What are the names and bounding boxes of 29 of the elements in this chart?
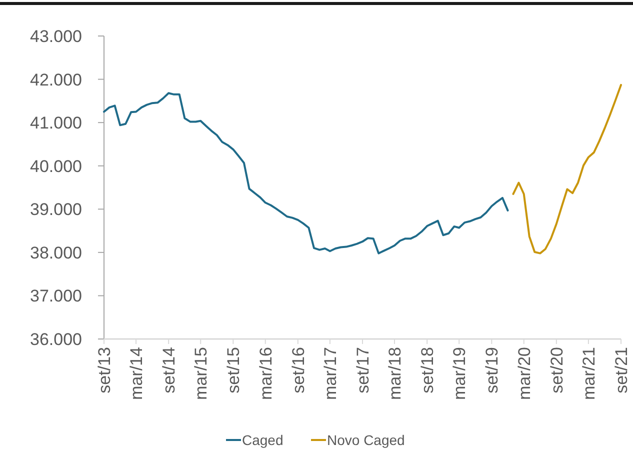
x-tick-label: set/20 — [547, 347, 566, 394]
x-tick-label: set/18 — [418, 347, 438, 394]
x-tick-label: mar/16 — [256, 347, 276, 400]
x-tick-label: mar/14 — [127, 347, 146, 400]
x-tick-label: mar/20 — [514, 347, 534, 400]
x-tick-label: set/19 — [482, 347, 502, 394]
x-tick-label: mar/17 — [320, 347, 340, 400]
line-series — [103, 92, 509, 254]
x-tick-label: set/21 — [612, 347, 631, 394]
x-tick-label: set/15 — [224, 347, 244, 394]
x-tick-label: mar/19 — [450, 347, 470, 400]
y-tick-label: 43.000 — [30, 27, 82, 46]
y-tick-label: 42.000 — [30, 70, 82, 90]
y-tick-label: 41.000 — [30, 114, 82, 133]
x-tick-label: set/16 — [288, 347, 308, 394]
y-tick-label: 38.000 — [30, 243, 82, 262]
legend-label: Novo Caged — [327, 432, 405, 448]
x-tick-label: mar/15 — [192, 347, 211, 400]
x-tick-label: mar/21 — [579, 347, 598, 400]
y-tick-label: 37.000 — [30, 286, 82, 306]
legend-label: Caged — [242, 432, 284, 448]
x-tick-label: set/17 — [354, 347, 372, 394]
y-tick-label: 40.000 — [30, 156, 82, 176]
x-tick-label: mar/18 — [386, 347, 405, 400]
x-tick-label: set/14 — [160, 347, 179, 394]
x-tick-label: set/13 — [95, 347, 114, 394]
y-tick-label: 36.000 — [30, 330, 82, 349]
y-tick-label: 39.000 — [30, 200, 82, 220]
line-series — [512, 84, 622, 254]
